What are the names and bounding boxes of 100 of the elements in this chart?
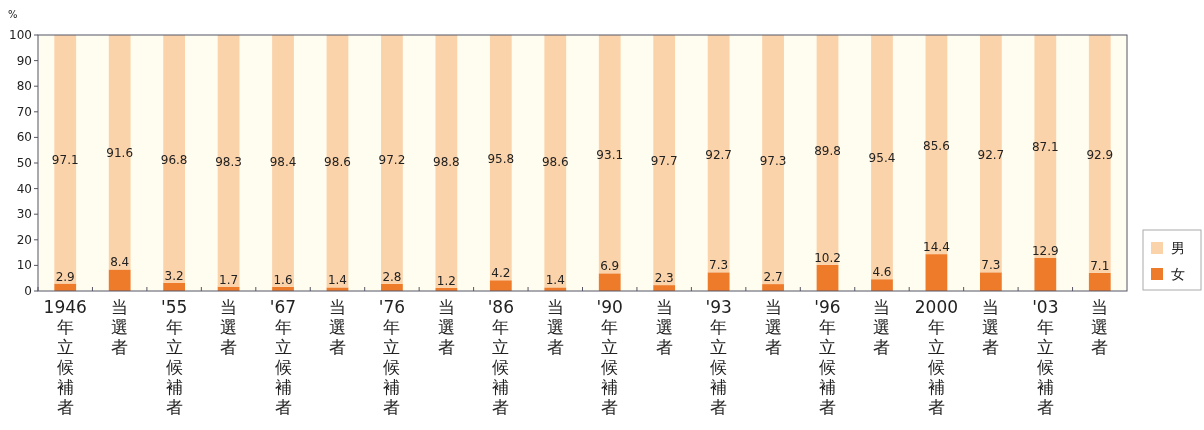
data-label: 87.1 bbox=[1031, 140, 1059, 155]
x-tick-label: 1946年立候補者 bbox=[43, 297, 87, 417]
data-label: 10.2 bbox=[814, 250, 841, 265]
x-tick-label: 当選者 bbox=[873, 297, 891, 357]
data-label: 2.3 bbox=[654, 271, 674, 286]
data-label: 92.7 bbox=[977, 147, 1005, 162]
data-label: 1.2 bbox=[436, 273, 456, 288]
bar bbox=[108, 35, 131, 270]
bar bbox=[489, 35, 512, 281]
bar bbox=[653, 35, 676, 286]
data-label: 97.7 bbox=[650, 154, 678, 169]
x-tick-label: 当選者 bbox=[546, 297, 564, 357]
data-label: 2.8 bbox=[382, 269, 402, 284]
x-tick-label: 当選者 bbox=[328, 297, 346, 357]
data-label: 8.4 bbox=[110, 255, 130, 270]
bar bbox=[108, 269, 131, 291]
bar bbox=[871, 279, 893, 291]
data-label: 98.6 bbox=[541, 155, 569, 170]
x-tick-label: '86年立候補者 bbox=[487, 297, 514, 417]
legend-label: 男 bbox=[1171, 240, 1185, 256]
bar bbox=[272, 35, 294, 287]
data-label: 98.8 bbox=[433, 155, 460, 170]
bar bbox=[925, 35, 948, 255]
data-label: 95.4 bbox=[868, 151, 896, 166]
bar bbox=[489, 280, 512, 291]
x-tick-label: '90年立候補者 bbox=[596, 297, 623, 417]
bar bbox=[598, 273, 621, 291]
x-tick-label: 当選者 bbox=[220, 297, 238, 357]
data-label: 98.4 bbox=[269, 154, 297, 169]
y-tick-label: 100 bbox=[9, 28, 32, 42]
data-label: 1.4 bbox=[545, 273, 565, 288]
x-tick-label: '96年立候補者 bbox=[814, 297, 841, 417]
data-label: 6.9 bbox=[600, 259, 620, 274]
data-label: 89.8 bbox=[814, 143, 841, 158]
bar bbox=[1088, 272, 1111, 291]
x-tick-label: '67年立候補者 bbox=[269, 297, 297, 417]
x-tick-label: 当選者 bbox=[1091, 297, 1109, 357]
bar bbox=[1088, 35, 1111, 273]
y-axis-title: % bbox=[8, 9, 18, 20]
bar bbox=[925, 254, 948, 291]
y-tick-label: 90 bbox=[16, 53, 32, 68]
data-label: 1.4 bbox=[327, 273, 348, 288]
bar bbox=[598, 35, 621, 274]
bar bbox=[979, 272, 1002, 291]
data-label: 7.3 bbox=[981, 258, 1001, 273]
data-label: 4.2 bbox=[491, 266, 511, 281]
bar bbox=[544, 35, 567, 288]
y-tick-label: 0 bbox=[24, 284, 32, 298]
data-label: 98.3 bbox=[215, 154, 242, 169]
y-tick-label: 80 bbox=[16, 79, 32, 94]
data-label: 2.7 bbox=[763, 270, 783, 285]
y-tick-label: 30 bbox=[16, 207, 32, 222]
bar bbox=[1034, 257, 1057, 291]
data-label: 92.9 bbox=[1086, 147, 1114, 162]
data-label: 97.3 bbox=[759, 153, 787, 168]
data-label: 7.3 bbox=[709, 258, 729, 273]
bar bbox=[979, 35, 1002, 273]
y-tick-label: 10 bbox=[16, 258, 32, 273]
x-tick-label: 当選者 bbox=[111, 297, 129, 357]
legend-label: 女 bbox=[1171, 266, 1185, 282]
data-label: 1.6 bbox=[273, 272, 293, 287]
y-tick-label: 60 bbox=[16, 130, 32, 145]
data-label: 96.8 bbox=[160, 152, 188, 167]
bar bbox=[816, 35, 839, 265]
bar bbox=[707, 35, 730, 273]
bar bbox=[816, 264, 839, 291]
x-tick-label: 当選者 bbox=[655, 297, 673, 357]
data-label: 12.9 bbox=[1031, 243, 1059, 258]
bar bbox=[762, 35, 784, 285]
data-label: 3.2 bbox=[164, 268, 184, 283]
data-label: 4.6 bbox=[872, 265, 892, 280]
x-tick-label: 当選者 bbox=[764, 297, 782, 357]
data-label: 1.7 bbox=[219, 272, 239, 287]
data-label: 92.7 bbox=[705, 147, 732, 162]
data-label: 98.6 bbox=[324, 155, 351, 170]
x-tick-label: 2000年立候補者 bbox=[914, 297, 959, 417]
data-label: 97.2 bbox=[378, 153, 406, 168]
data-label: 95.8 bbox=[487, 151, 515, 166]
bar bbox=[1034, 35, 1057, 258]
x-tick-label: '55年立候補者 bbox=[160, 297, 188, 417]
bar bbox=[217, 35, 240, 287]
y-tick-label: 70 bbox=[16, 104, 32, 119]
bar bbox=[163, 35, 186, 283]
data-label: 91.6 bbox=[106, 146, 134, 161]
y-tick-label: 20 bbox=[16, 232, 32, 247]
data-label: 14.4 bbox=[923, 240, 950, 255]
data-label: 2.9 bbox=[55, 269, 75, 284]
x-tick-label: 当選者 bbox=[982, 297, 1000, 357]
y-tick-label: 40 bbox=[16, 181, 32, 196]
data-label: 97.1 bbox=[51, 153, 79, 168]
x-tick-label: '93年立候補者 bbox=[705, 297, 732, 417]
data-label: 7.1 bbox=[1090, 258, 1110, 273]
data-label: 85.6 bbox=[923, 138, 950, 153]
x-tick-label: '03年立候補者 bbox=[1032, 297, 1059, 417]
bar bbox=[326, 35, 349, 288]
bar bbox=[381, 35, 403, 284]
x-tick-label: 当選者 bbox=[437, 297, 455, 357]
bar bbox=[435, 35, 458, 288]
data-label: 93.1 bbox=[596, 148, 624, 163]
x-tick-label: '76年立候補者 bbox=[378, 297, 406, 417]
